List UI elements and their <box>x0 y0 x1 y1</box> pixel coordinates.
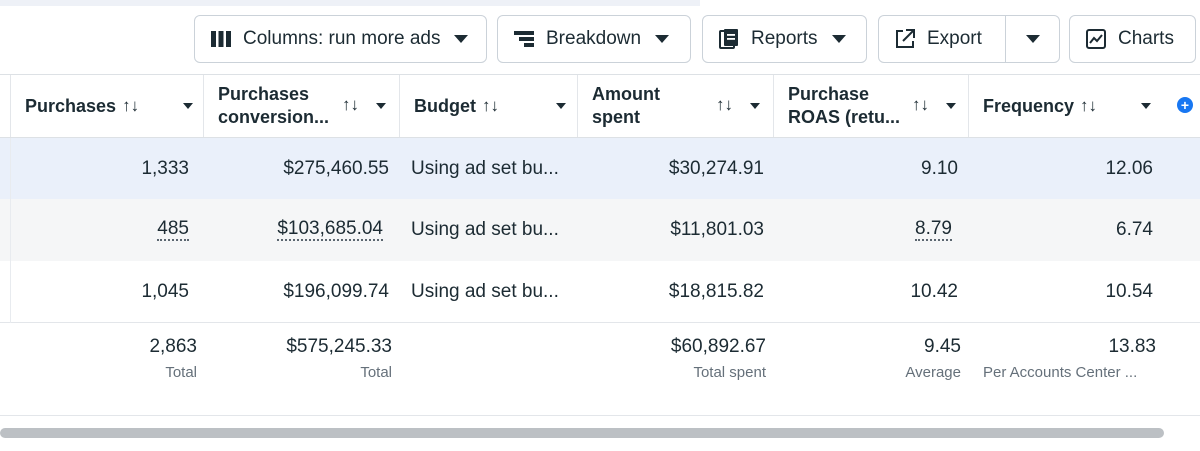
chevron-down-icon[interactable] <box>946 103 956 109</box>
frequency-cell: 6.74 <box>1116 219 1153 240</box>
purchases-cell[interactable]: 485 <box>10 199 189 261</box>
purchases-cell: 1,045 <box>141 281 189 302</box>
charts-button[interactable]: Charts <box>1069 15 1196 63</box>
spent-cell: $30,274.91 <box>668 158 764 179</box>
table-row[interactable]: 1,045 $196,099.74 Using ad set bu... $18… <box>0 261 1200 323</box>
totals-row: 2,863 Total $575,245.33 Total $60,892.67… <box>0 324 1200 416</box>
columns-button-label: Columns: run more ads <box>243 28 441 49</box>
column-header-amount-spent[interactable]: Amount spent ↑↓ <box>578 75 774 137</box>
breakdown-icon <box>512 27 536 51</box>
total-value: 13.83 <box>1108 336 1156 357</box>
column-header-label: conversion... <box>218 107 330 127</box>
frequency-total: 13.83 Per Accounts Center ... <box>969 336 1156 381</box>
column-header-purchases-conversion[interactable]: Purchases conversion... ↑↓ <box>204 75 400 137</box>
frequency-cell: 12.06 <box>1105 158 1153 179</box>
spent-cell: $18,815.82 <box>668 281 764 302</box>
total-label: Total <box>165 364 197 381</box>
charts-icon <box>1084 27 1108 51</box>
column-header-label: Budget <box>414 95 476 116</box>
column-header-label: Purchases <box>25 95 117 116</box>
toolbar: Columns: run more ads Breakdown Reports … <box>0 0 1200 74</box>
column-header-label: spent <box>592 107 641 127</box>
reports-button[interactable]: Reports <box>702 15 867 63</box>
conversion-cell[interactable]: $103,685.04 <box>204 199 383 261</box>
budget-cell: Using ad set bu... <box>411 281 559 302</box>
total-value: 2,863 <box>149 336 197 357</box>
chevron-down-icon <box>831 35 846 43</box>
chevron-down-icon[interactable] <box>750 103 760 109</box>
column-header-label: ROAS (retu... <box>788 107 901 127</box>
table-row[interactable]: 485 $103,685.04 Using ad set bu... $11,8… <box>0 199 1200 261</box>
conversion-total: $575,245.33 Total <box>204 336 392 381</box>
breakdown-button-label: Breakdown <box>546 28 642 49</box>
chevron-down-icon[interactable] <box>1141 103 1151 109</box>
roas-cell: 9.10 <box>921 158 958 179</box>
conversion-cell: $196,099.74 <box>283 281 389 302</box>
columns-button[interactable]: Columns: run more ads <box>194 15 487 63</box>
sort-icon[interactable]: ↑↓ <box>716 95 733 114</box>
chevron-down-icon <box>1026 35 1040 43</box>
sort-icon[interactable]: ↑↓ <box>482 96 499 115</box>
columns-icon <box>209 27 233 51</box>
total-value: $575,245.33 <box>286 336 392 357</box>
roas-cell: 10.42 <box>910 281 958 302</box>
budget-cell: Using ad set bu... <box>411 219 559 240</box>
purchases-total: 2,863 Total <box>10 336 197 381</box>
budget-cell: Using ad set bu... <box>411 158 559 179</box>
spent-total: $60,892.67 Total spent <box>578 336 766 381</box>
breakdown-button[interactable]: Breakdown <box>497 15 691 63</box>
horizontal-scrollbar[interactable] <box>0 428 1164 438</box>
purchases-value[interactable]: 485 <box>157 218 189 241</box>
export-options-button[interactable] <box>1005 15 1060 63</box>
conversion-cell: $275,460.55 <box>283 158 389 179</box>
reports-button-label: Reports <box>751 28 818 49</box>
column-header-label: Frequency <box>983 95 1075 116</box>
export-button-label: Export <box>927 28 982 49</box>
chevron-down-icon[interactable] <box>376 103 386 109</box>
total-label: Total spent <box>693 364 766 381</box>
sort-icon[interactable]: ↑↓ <box>122 96 140 115</box>
column-divider <box>10 138 11 200</box>
chevron-down-icon <box>454 35 469 43</box>
sort-icon[interactable]: ↑↓ <box>1080 96 1098 115</box>
column-divider <box>10 199 11 261</box>
column-header-purchase-roas[interactable]: Purchase ROAS (retu... ↑↓ <box>774 75 969 137</box>
total-label: Per Accounts Center ... <box>983 364 1138 381</box>
roas-cell[interactable]: 8.79 <box>774 199 952 261</box>
column-header-label: Amount <box>592 84 660 104</box>
table-row[interactable]: 1,333 $275,460.55 Using ad set bu... $30… <box>0 138 1200 200</box>
total-label: Total <box>360 364 392 381</box>
toolbar-highlight <box>0 0 700 6</box>
sort-icon[interactable]: ↑↓ <box>342 95 359 114</box>
column-header-frequency[interactable]: Frequency ↑↓ <box>969 75 1169 137</box>
purchases-cell: 1,333 <box>141 158 189 179</box>
column-header-label: Purchases <box>218 84 310 104</box>
spent-cell: $11,801.03 <box>670 219 764 240</box>
frequency-cell: 10.54 <box>1105 281 1153 302</box>
sort-icon[interactable]: ↑↓ <box>912 95 929 114</box>
roas-total: 9.45 Average <box>774 336 961 381</box>
column-header-label: Purchase <box>788 84 870 104</box>
column-header-purchases[interactable]: Purchases ↑↓ <box>10 75 204 137</box>
total-value: $60,892.67 <box>670 336 766 357</box>
chevron-down-icon[interactable] <box>183 103 193 109</box>
charts-button-label: Charts <box>1118 28 1174 49</box>
column-header-budget[interactable]: Budget ↑↓ <box>400 75 578 137</box>
reports-icon <box>717 27 741 51</box>
plus-circle-icon[interactable]: + <box>1177 97 1193 113</box>
table-header-row: Purchases ↑↓ Purchases conversion... ↑↓ … <box>0 74 1200 138</box>
chevron-down-icon[interactable] <box>556 103 566 109</box>
export-icon <box>893 27 917 51</box>
total-value: 9.45 <box>924 336 961 357</box>
chevron-down-icon <box>655 35 670 43</box>
column-divider <box>10 261 11 323</box>
roas-value[interactable]: 8.79 <box>915 218 952 241</box>
conversion-value[interactable]: $103,685.04 <box>277 218 383 241</box>
total-label: Average <box>905 364 961 381</box>
